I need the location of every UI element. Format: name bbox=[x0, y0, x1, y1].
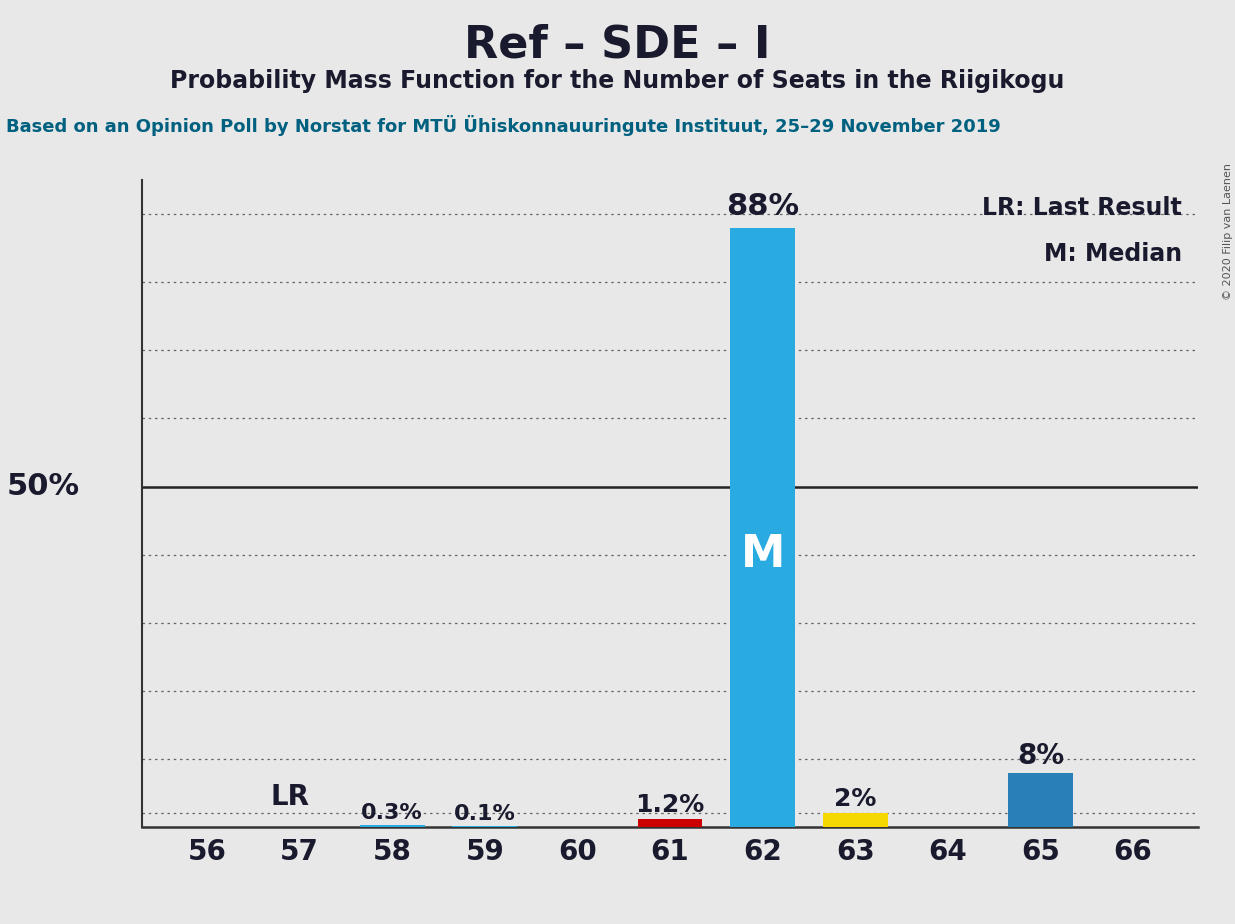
Text: M: Median: M: Median bbox=[1044, 242, 1182, 265]
Text: Ref – SDE – I: Ref – SDE – I bbox=[464, 23, 771, 67]
Bar bbox=[359, 825, 425, 827]
Text: 0.1%: 0.1% bbox=[453, 804, 516, 824]
Bar bbox=[637, 819, 703, 827]
Text: © 2020 Filip van Laenen: © 2020 Filip van Laenen bbox=[1223, 163, 1233, 299]
Text: 1.2%: 1.2% bbox=[635, 793, 705, 817]
Bar bbox=[823, 813, 888, 827]
Bar bbox=[730, 228, 795, 827]
Text: Based on an Opinion Poll by Norstat for MTÜ Ühiskonnauuringute Instituut, 25–29 : Based on an Opinion Poll by Norstat for … bbox=[6, 116, 1000, 137]
Text: 88%: 88% bbox=[726, 192, 799, 221]
Text: LR: LR bbox=[270, 784, 310, 811]
Text: 2%: 2% bbox=[834, 787, 877, 811]
Text: LR: Last Result: LR: Last Result bbox=[982, 197, 1182, 220]
Bar bbox=[1008, 772, 1073, 827]
Text: 8%: 8% bbox=[1016, 742, 1065, 770]
Text: M: M bbox=[741, 533, 784, 577]
Text: 0.3%: 0.3% bbox=[361, 803, 422, 823]
Text: Probability Mass Function for the Number of Seats in the Riigikogu: Probability Mass Function for the Number… bbox=[170, 69, 1065, 93]
Text: 50%: 50% bbox=[6, 472, 79, 501]
